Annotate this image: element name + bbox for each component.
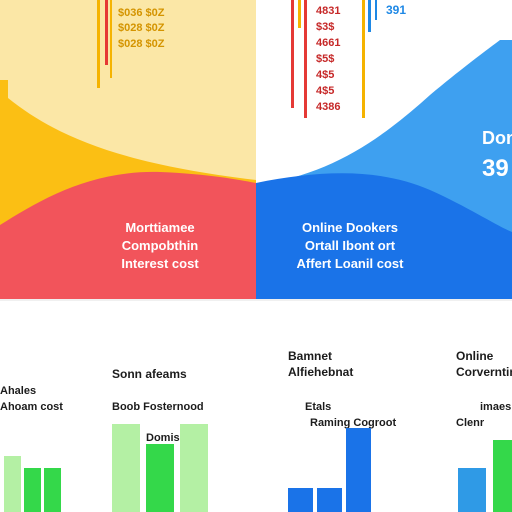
tick-red-2: [291, 0, 294, 108]
top-right-value: 391: [386, 3, 406, 17]
top-left-value-2: $028 $0Z: [118, 22, 165, 34]
left-line-1: Morttiamee: [125, 220, 194, 235]
bar-2-2: [346, 428, 371, 512]
center-value-5: 4$5: [316, 69, 334, 81]
center-value-4: $5$: [316, 53, 334, 65]
tick-yellow-4: [362, 0, 365, 118]
right-line-3: Affert Loanil cost: [297, 256, 405, 271]
side-value: 39: [482, 155, 509, 182]
group3-inner: Clenr: [456, 417, 485, 429]
bar-1-2: [180, 424, 208, 512]
bottom-panel: [0, 300, 512, 512]
group3-caption: imaes: [480, 401, 511, 413]
red-wave: [0, 171, 256, 300]
group2-caption: Etals: [305, 401, 331, 413]
group2-inner: Raming Cogroot: [310, 417, 396, 429]
tick-red-3: [304, 0, 307, 118]
tick-yellow-2: [110, 0, 112, 78]
top-center-values: 4831 $3$ 4661 $5$ 4$5 4$5 4386: [316, 5, 340, 113]
bar-0-2: [44, 468, 61, 512]
group1-title: Sonn afeams: [112, 367, 187, 381]
right-line-2: Ortall Ibont ort: [305, 238, 396, 253]
bar-3-0: [458, 468, 486, 512]
group3-sub: Corverntim: [456, 365, 512, 379]
center-value-6: 4$5: [316, 85, 334, 97]
blue-wave: [256, 173, 512, 300]
tick-blue-2: [375, 0, 377, 20]
top-left-ticks: [97, 0, 112, 88]
bar-1-0: [112, 424, 140, 512]
top-left-values: $036 $0Z $028 $0Z $028 $0Z: [118, 7, 165, 50]
group2-sub: Alfiehebnat: [288, 365, 353, 379]
bar-chart: [4, 424, 512, 512]
group1-sub: Boob Fosternood: [112, 401, 204, 413]
bar-2-1: [317, 488, 342, 512]
tick-blue-1: [368, 0, 371, 32]
bar-2-0: [288, 488, 313, 512]
tick-yellow-1: [97, 0, 100, 88]
left-panel-text: Morttiamee Compobthin Interest cost: [121, 220, 199, 271]
far-left-sub: Ahoam cost: [0, 401, 63, 413]
left-line-2: Compobthin: [122, 238, 199, 253]
center-value-2: $3$: [316, 21, 334, 33]
side-label: Don: [482, 128, 512, 148]
group3-title: Online: [456, 349, 494, 363]
left-line-3: Interest cost: [121, 256, 199, 271]
bottom-labels: Ahales Ahoam cost Sonn afeams Boob Foste…: [0, 349, 512, 444]
tick-red-1: [105, 0, 108, 65]
group1-inner: Domis: [146, 432, 180, 444]
right-line-1: Online Dookers: [302, 220, 398, 235]
bar-0-1: [24, 468, 41, 512]
center-value-1: 4831: [316, 5, 340, 17]
center-value-3: 4661: [316, 37, 340, 49]
group2-title: Bamnet: [288, 349, 332, 363]
right-panel-text: Online Dookers Ortall Ibont ort Affert L…: [297, 220, 405, 271]
tick-yellow-3: [298, 0, 301, 28]
bar-0-0: [4, 456, 21, 512]
top-left-value-1: $036 $0Z: [118, 7, 165, 19]
center-value-7: 4386: [316, 101, 340, 113]
top-left-value-3: $028 $0Z: [118, 38, 165, 50]
bar-3-1: [493, 440, 512, 512]
bar-1-1: [146, 444, 174, 512]
top-center-ticks: [291, 0, 377, 118]
far-left-title: Ahales: [0, 385, 36, 397]
